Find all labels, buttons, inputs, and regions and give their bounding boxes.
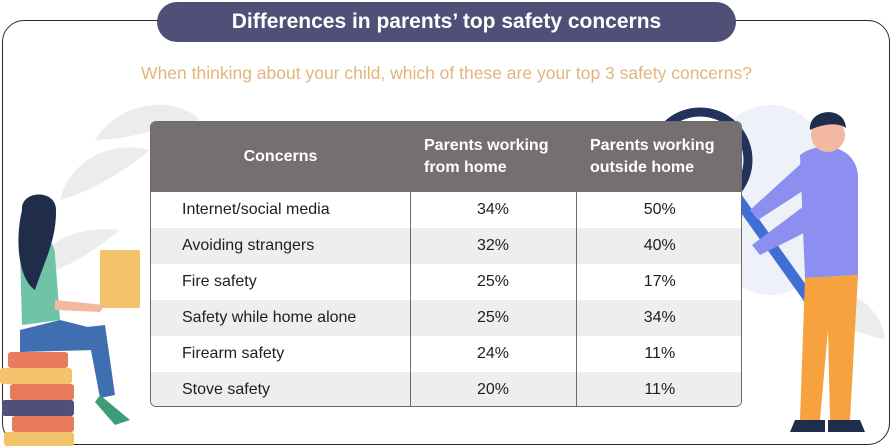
from-home-value: 25% xyxy=(410,264,576,300)
concern-name: Stove safety xyxy=(151,372,410,407)
table-row: Internet/social media 34% 50% xyxy=(151,192,742,228)
table-row: Safety while home alone 25% 34% xyxy=(151,300,742,336)
header-from-home: Parents working from home xyxy=(410,122,576,192)
header-concerns: Concerns xyxy=(151,122,410,192)
outside-home-value: 11% xyxy=(576,336,742,372)
table-header-row: Concerns Parents working from home Paren… xyxy=(151,122,742,192)
concern-name: Firearm safety xyxy=(151,336,410,372)
from-home-value: 24% xyxy=(410,336,576,372)
survey-question: When thinking about your child, which of… xyxy=(0,63,893,84)
outside-home-value: 34% xyxy=(576,300,742,336)
from-home-value: 32% xyxy=(410,228,576,264)
table-row: Firearm safety 24% 11% xyxy=(151,336,742,372)
table-row: Fire safety 25% 17% xyxy=(151,264,742,300)
concern-name: Avoiding strangers xyxy=(151,228,410,264)
concern-name: Safety while home alone xyxy=(151,300,410,336)
header-outside-home: Parents working outside home xyxy=(576,122,742,192)
concern-name: Fire safety xyxy=(151,264,410,300)
from-home-value: 20% xyxy=(410,372,576,407)
outside-home-value: 50% xyxy=(576,192,742,228)
concern-name: Internet/social media xyxy=(151,192,410,228)
outside-home-value: 40% xyxy=(576,228,742,264)
infographic-title: Differences in parents’ top safety conce… xyxy=(157,2,736,42)
table-row: Avoiding strangers 32% 40% xyxy=(151,228,742,264)
outside-home-value: 11% xyxy=(576,372,742,407)
woman-with-laptop-illustration xyxy=(0,195,140,447)
outside-home-value: 17% xyxy=(576,264,742,300)
concerns-table-container: Concerns Parents working from home Paren… xyxy=(150,121,742,407)
table-row: Stove safety 20% 11% xyxy=(151,372,742,407)
from-home-value: 25% xyxy=(410,300,576,336)
from-home-value: 34% xyxy=(410,192,576,228)
concerns-table: Concerns Parents working from home Paren… xyxy=(151,122,742,407)
